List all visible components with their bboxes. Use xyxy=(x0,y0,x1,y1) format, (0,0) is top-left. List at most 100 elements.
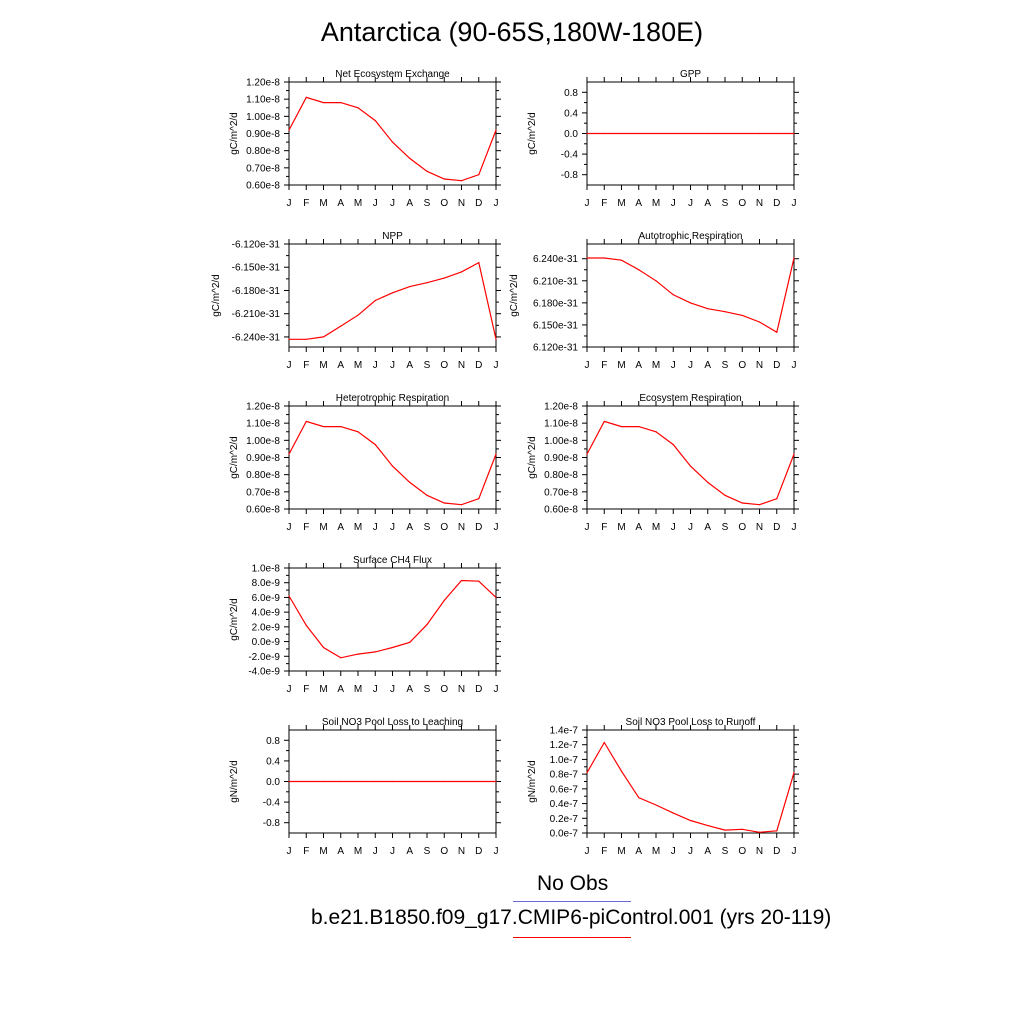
x-tick-label: O xyxy=(738,522,746,533)
x-tick-label: M xyxy=(319,198,327,209)
data-point xyxy=(758,504,761,506)
x-tick-label: S xyxy=(722,522,729,533)
x-tick-label: M xyxy=(652,522,660,533)
y-tick-label: 1.20e-8 xyxy=(544,402,578,413)
data-point xyxy=(460,579,463,582)
data-point xyxy=(758,321,761,323)
chart-panel-9: Soil NO3 Pool Loss to Runoff gN/m^2/d 0.0e… xyxy=(527,717,799,857)
x-tick-label: O xyxy=(440,360,448,371)
y-tick-label: 1.10e-8 xyxy=(544,419,578,430)
chart-panel-1: Net Ecosystem Exchange gC/m^2/d 0.60e-8 0.7… xyxy=(229,69,501,209)
data-point xyxy=(357,431,359,433)
x-tick-label: A xyxy=(635,846,642,857)
x-tick-label: J xyxy=(494,522,499,533)
y-tick-label: 4.0e-9 xyxy=(252,608,281,619)
data-point xyxy=(793,257,795,259)
data-point xyxy=(758,831,761,833)
data-point xyxy=(793,132,795,135)
x-tick-label: F xyxy=(601,522,607,533)
x-tick-label: D xyxy=(475,684,482,695)
data-point xyxy=(357,314,359,316)
y-tick-label: -2.0e-9 xyxy=(248,652,280,663)
plot-frame xyxy=(288,243,497,348)
data-point xyxy=(638,132,640,135)
data-point xyxy=(460,504,463,506)
x-tick-label: J xyxy=(494,846,499,857)
panel-title: NPP xyxy=(382,231,403,242)
x-tick-label: J xyxy=(792,846,797,857)
data-point xyxy=(586,453,588,455)
y-tick-label: -6.150e-31 xyxy=(232,263,281,274)
y-tick-label: 1.10e-8 xyxy=(246,419,280,430)
x-tick-label: A xyxy=(337,684,344,695)
y-tick-label: 0.70e-8 xyxy=(246,487,280,498)
x-tick-label: J xyxy=(792,360,797,371)
x-tick-label: M xyxy=(652,198,660,209)
y-tick-label: 0.0e-7 xyxy=(550,829,579,840)
y-tick-label: -0.4 xyxy=(263,798,281,809)
data-point xyxy=(724,829,726,831)
data-point xyxy=(689,302,692,304)
x-tick-label: D xyxy=(773,198,780,209)
x-tick-label: J xyxy=(373,522,378,533)
data-point xyxy=(655,804,657,806)
data-point xyxy=(689,819,692,822)
data-point xyxy=(724,311,726,313)
y-tick-label: 1.0e-8 xyxy=(252,564,281,575)
data-point xyxy=(305,338,307,340)
data-point xyxy=(409,285,411,288)
data-point xyxy=(340,102,342,104)
y-tick-label: 0.4e-7 xyxy=(550,799,579,810)
x-tick-label: J xyxy=(287,198,292,209)
x-tick-label: F xyxy=(601,846,607,857)
data-point xyxy=(460,780,463,783)
x-tick-label: M xyxy=(354,522,362,533)
data-point xyxy=(741,502,743,504)
x-tick-label: A xyxy=(704,846,711,857)
panel-title: Autotrophic Respiration xyxy=(639,231,743,242)
x-tick-label: N xyxy=(756,846,763,857)
x-tick-label: D xyxy=(475,360,482,371)
x-tick-label: J xyxy=(494,684,499,695)
x-tick-label: S xyxy=(722,846,729,857)
x-tick-label: S xyxy=(424,522,431,533)
x-tick-label: M xyxy=(652,846,660,857)
x-tick-label: A xyxy=(337,198,344,209)
x-tick-label: M xyxy=(319,684,327,695)
data-point xyxy=(305,420,307,423)
x-tick-label: A xyxy=(337,360,344,371)
data-point xyxy=(655,280,657,282)
data-point xyxy=(426,624,428,626)
data-point xyxy=(322,102,325,104)
x-tick-label: M xyxy=(354,198,362,209)
y-tick-label: 0.80e-8 xyxy=(246,470,280,481)
series-line xyxy=(586,420,795,506)
x-tick-label: A xyxy=(337,846,344,857)
x-tick-label: M xyxy=(354,360,362,371)
data-point xyxy=(776,830,778,832)
data-point xyxy=(374,780,376,783)
data-point xyxy=(672,812,674,814)
data-point xyxy=(322,780,325,783)
chart-panel-4: Autotrophic Respiration gC/m^2/d 6.120e-31… xyxy=(509,231,799,371)
series-line xyxy=(288,96,497,182)
data-point xyxy=(707,132,709,135)
x-tick-label: J xyxy=(688,360,693,371)
x-tick-label: J xyxy=(688,198,693,209)
y-tick-label: -6.180e-31 xyxy=(232,286,281,297)
y-axis-label: gC/m^2/d xyxy=(527,112,538,155)
x-tick-label: M xyxy=(652,360,660,371)
y-tick-label: 0.6e-7 xyxy=(550,784,579,795)
y-tick-label: 0.90e-8 xyxy=(246,453,280,464)
x-tick-label: A xyxy=(635,522,642,533)
x-tick-label: M xyxy=(319,522,327,533)
x-tick-label: N xyxy=(756,198,763,209)
y-tick-label: 0.60e-8 xyxy=(246,505,280,516)
x-tick-label: J xyxy=(792,198,797,209)
x-tick-label: J xyxy=(585,360,590,371)
x-tick-label: N xyxy=(756,522,763,533)
x-tick-label: A xyxy=(635,360,642,371)
data-point xyxy=(620,770,623,772)
